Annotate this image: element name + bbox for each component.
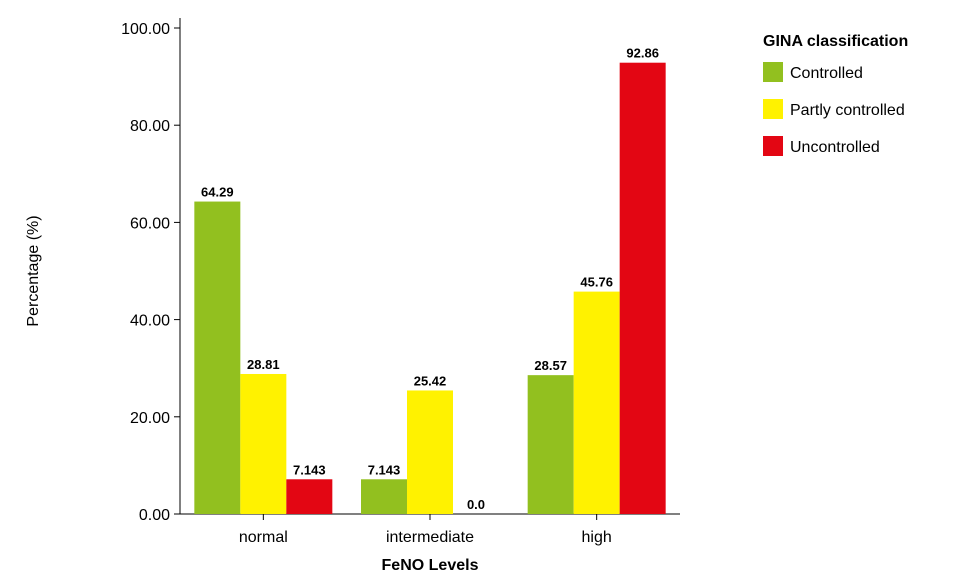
legend-label: Uncontrolled [790,139,880,156]
x-tick-label: intermediate [386,529,474,546]
bar [194,201,241,514]
legend-title: GINA classification [763,33,908,50]
bar [240,373,287,514]
data-label: 64.29 [201,185,234,200]
x-tick-label: high [582,529,612,546]
legend: GINA classification Controlled Partly con… [763,33,908,156]
x-axis-title: FeNO Levels [382,557,479,574]
bar [286,479,333,514]
y-tick-label: 60.00 [130,215,170,232]
legend-swatch [763,136,783,156]
y-tick-label: 20.00 [130,410,170,427]
y-axis-title: Percentage (%) [25,215,42,326]
legend-swatch [763,62,783,82]
data-label: 28.57 [534,358,567,373]
y-tick-label: 100.00 [121,21,170,38]
data-label: 7.143 [293,462,326,477]
data-label: 0.0 [467,497,485,512]
x-tick-label: normal [239,529,288,546]
legend-swatch [763,99,783,119]
data-label: 28.81 [247,357,280,372]
bars [194,62,666,514]
data-label: 25.42 [414,373,447,388]
bar [619,62,666,514]
bar [407,390,453,514]
legend-label: Controlled [790,65,863,82]
data-label: 45.76 [580,275,613,290]
bar [361,479,407,514]
bar [573,291,620,514]
legend-label: Partly controlled [790,102,905,119]
data-label: 92.86 [626,46,659,61]
y-tick-label: 0.00 [139,507,170,524]
data-labels: 64.29 28.81 7.143 7.143 25.42 0.0 28.57 45.76 92… [201,46,659,512]
data-label: 7.143 [368,462,401,477]
bar [527,375,574,514]
y-tick-label: 40.00 [130,313,170,330]
y-axis: 0.00 20.00 40.00 60.00 80.00 100.00 [121,18,181,524]
x-axis: normal intermediate high [180,513,680,546]
y-tick-label: 80.00 [130,118,170,135]
